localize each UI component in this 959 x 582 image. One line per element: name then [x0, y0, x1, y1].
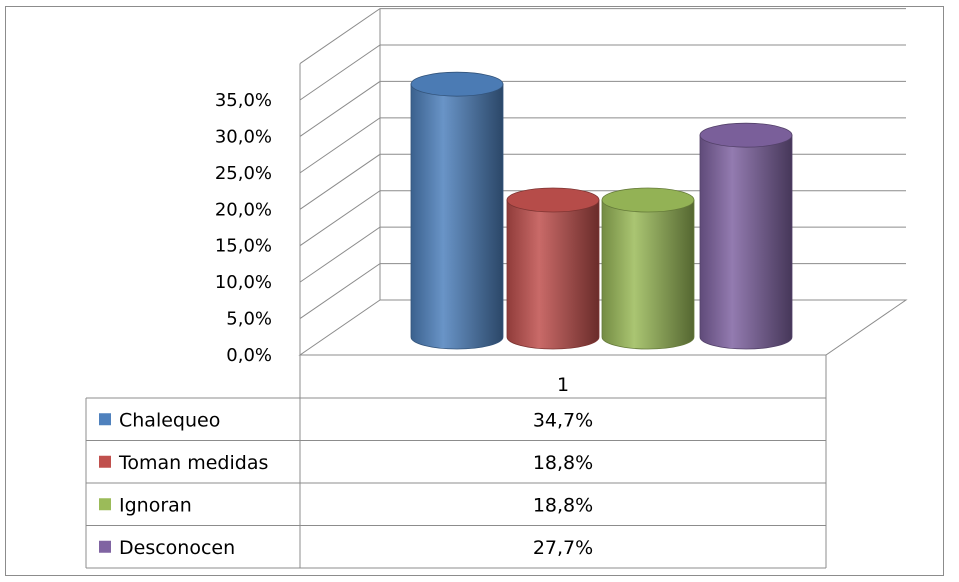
bar-top: [699, 122, 793, 148]
bar-desconocen: [699, 122, 793, 350]
gridline: [299, 117, 906, 174]
data-label: 34,7%: [533, 409, 593, 431]
legend-entry: Chalequeo: [119, 409, 220, 431]
y-tick-label: 10,0%: [215, 272, 272, 293]
legend-key: [99, 413, 111, 426]
legend-key: [99, 540, 111, 553]
y-tick-label: 20,0%: [215, 199, 272, 220]
y-tick-label: 35,0%: [215, 90, 272, 111]
y-tick-label: 30,0%: [215, 126, 272, 147]
bar-toman-medidas: [506, 187, 600, 350]
bar-chalequeo: [410, 71, 504, 350]
bar-top: [410, 71, 504, 97]
bar-body: [410, 83, 504, 350]
bar-top: [506, 187, 600, 213]
category-label: 1: [557, 374, 569, 396]
gridline: [299, 8, 906, 64]
data-label: 18,8%: [533, 494, 593, 516]
bar-ignoran: [601, 187, 695, 350]
data-label: 18,8%: [533, 452, 593, 474]
legend-entry: Toman medidas: [118, 452, 268, 474]
bar-body: [601, 199, 695, 350]
data-label: 27,7%: [533, 537, 593, 559]
legend-key: [99, 455, 111, 468]
y-tick-label: 5,0%: [226, 309, 272, 330]
legend-entry: Desconocen: [119, 537, 235, 559]
bar-top: [601, 187, 695, 213]
y-tick-label: 0,0%: [226, 345, 272, 366]
legend-entry: Ignoran: [119, 494, 192, 516]
bar-body: [506, 199, 600, 350]
bar-body: [699, 134, 793, 350]
gridline: [299, 44, 906, 101]
y-tick-label: 25,0%: [215, 163, 272, 184]
y-tick-label: 15,0%: [215, 236, 272, 257]
chart-frame: [5, 6, 944, 576]
legend-key: [99, 498, 111, 511]
gridline: [299, 80, 906, 137]
